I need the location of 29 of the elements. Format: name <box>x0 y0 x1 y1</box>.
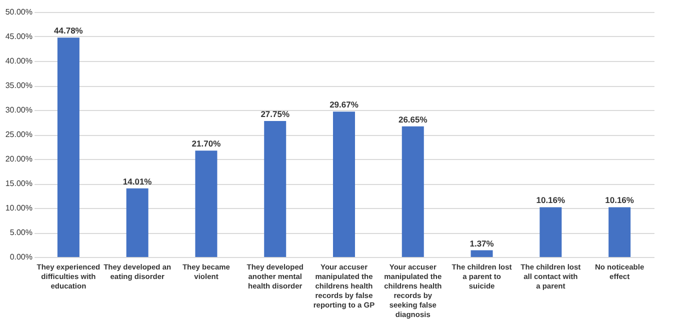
y-tick-label: 0.00% <box>10 252 32 262</box>
y-tick-label: 45.00% <box>5 32 32 41</box>
data-label: 21.70% <box>192 138 222 149</box>
bar <box>540 207 562 257</box>
y-tick-label: 15.00% <box>5 179 32 188</box>
bar <box>126 188 148 257</box>
data-label: 1.37% <box>470 238 494 248</box>
data-label: 10.16% <box>605 195 634 206</box>
bar <box>608 207 631 257</box>
bar <box>333 112 355 257</box>
y-tick-label: 50.00% <box>5 8 32 16</box>
y-tick-label: 35.00% <box>5 81 32 90</box>
bar <box>470 250 493 257</box>
y-tick-label: 40.00% <box>5 56 32 66</box>
bar <box>402 126 424 257</box>
y-tick-label: 5.00% <box>10 228 32 237</box>
y-tick-label: 20.00% <box>5 154 32 164</box>
bar <box>57 38 80 257</box>
data-label: 44.78% <box>54 26 84 36</box>
bar <box>195 150 218 257</box>
y-tick-label: 25.00% <box>5 130 32 139</box>
data-label: 29.67% <box>330 100 359 110</box>
data-label: 26.65% <box>398 114 428 124</box>
data-label: 14.01% <box>122 176 152 186</box>
data-label: 10.16% <box>536 195 566 206</box>
bar <box>264 121 286 257</box>
data-label: 27.75% <box>260 109 290 120</box>
y-tick-label: 30.00% <box>5 106 32 114</box>
y-tick-label: 10.00% <box>5 204 32 212</box>
